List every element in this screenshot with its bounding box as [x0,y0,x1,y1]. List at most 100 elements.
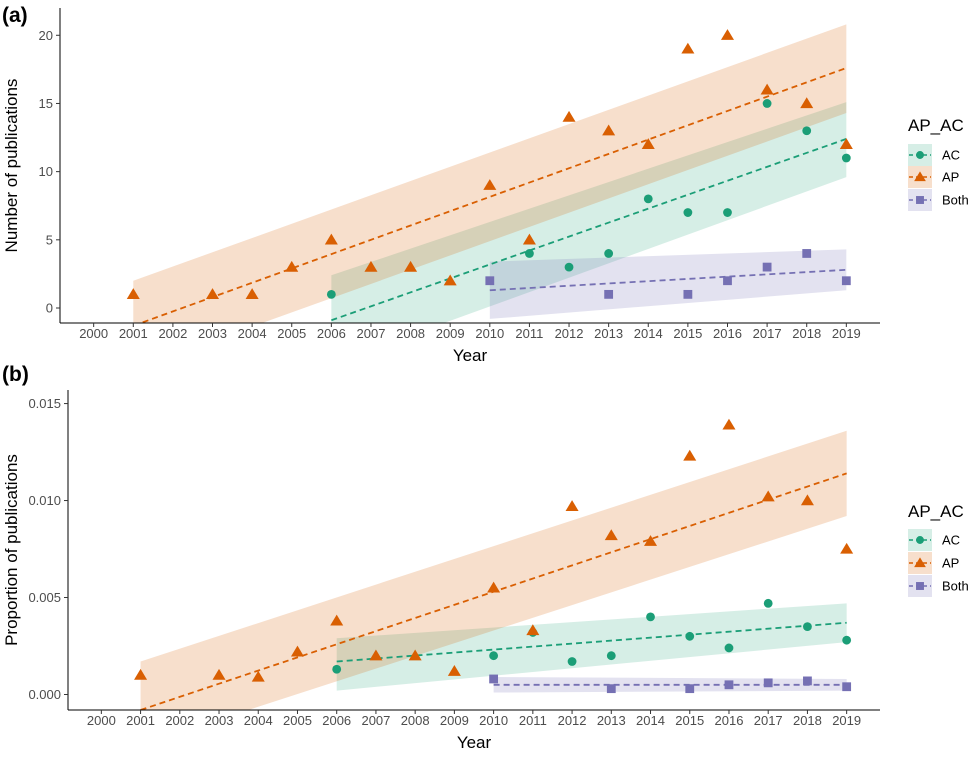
confidence-band-ac [336,603,847,691]
data-point-ap [212,668,226,680]
x-tick-label: 2006 [322,713,351,728]
data-point-ac [604,249,614,258]
x-tick-label: 2016 [715,713,744,728]
y-tick-label: 5 [46,232,53,247]
data-point-ap [722,418,736,430]
trend-line-ap [138,67,847,323]
data-point-ac [564,262,574,272]
data-point-ap [800,494,814,506]
legend-key-marker [916,196,924,204]
y-tick-label: 0 [46,301,53,316]
legend-key-marker [914,557,926,568]
y-tick-label: 15 [39,96,53,111]
confidence-band-both [489,249,847,319]
panel-label: (a) [2,4,28,27]
data-point-ap [644,535,658,546]
data-point-ap [604,529,618,541]
x-tick-label: 2019 [832,326,861,341]
y-axis-title: Proportion of publications [2,454,21,646]
data-point-both [763,678,773,688]
data-point-ap [404,260,418,272]
x-tick-label: 2010 [475,326,504,341]
x-axis-title: Year [457,733,492,752]
panel-b: (b) 2000 2001 2002 2003 2004 2005 2006 2007 2008 2… [2,363,969,752]
x-tick-label: 2003 [205,713,234,728]
x-tick-label: 2009 [436,326,465,341]
y-tick-label: 20 [39,28,53,43]
data-point-ap [126,288,140,300]
legend: AP_AC AC AP Both [908,502,969,597]
data-point-both [762,262,772,272]
data-point-ac [762,99,772,108]
data-point-ap [285,260,299,272]
data-point-ap [245,288,259,300]
data-point-ap [483,179,497,190]
panel-label: (b) [2,363,29,386]
y-tick-label: 0.000 [28,687,61,702]
data-point-ac [685,631,695,641]
data-point-ac [842,635,852,645]
data-point-ap [487,581,501,593]
data-point-both [485,276,495,286]
x-axis-title: Year [453,346,488,365]
data-point-both [604,289,614,299]
x-tick-label: 2009 [440,713,469,728]
x-tick-label: 2013 [597,713,626,728]
x-tick-label: 2000 [87,713,116,728]
x-tick-label: 2012 [555,326,584,341]
x-tick-label: 2000 [79,326,108,341]
data-point-ac [723,208,732,217]
x-tick-label: 2011 [519,713,547,728]
x-tick-label: 2008 [401,713,430,728]
data-point-ac [841,153,851,163]
x-tick-label: 2001 [119,326,148,341]
x-tick-label: 2015 [673,326,702,341]
data-point-both [802,249,812,258]
x-tick-label: 2006 [317,326,346,341]
data-point-both [685,684,695,694]
data-point-ac [802,126,812,136]
plot-area [126,24,853,323]
x-tick-label: 2010 [479,713,508,728]
x-tick-label: 2017 [753,326,782,341]
legend-title: AP_AC [908,502,964,521]
data-point-ap [839,138,853,150]
data-point-ac [643,194,653,204]
x-tick-label: 2008 [396,326,425,341]
plot-area [134,418,854,710]
x-tick-label: 2005 [283,713,312,728]
x-tick-label: 2013 [594,326,623,341]
data-point-both [723,276,732,286]
data-point-ap [251,670,265,682]
data-point-ap [526,624,540,636]
legend-item-label: AC [942,148,960,163]
data-point-ap [134,668,148,680]
legend-item-label: AP [942,556,959,571]
data-point-both [606,684,616,694]
data-point-ap [369,649,383,661]
data-point-ac [332,664,342,674]
data-point-ac [803,622,812,632]
x-tick-label: 2016 [713,326,742,341]
x-tick-label: 2002 [158,326,187,341]
data-point-ap [522,233,536,245]
legend-item-label: Both [942,193,969,208]
data-point-ap [565,500,579,512]
legend: AP_AC AC AP Both [908,116,969,211]
y-tick-label: 0.015 [28,396,61,411]
data-point-ac [326,289,336,299]
x-tick-label: 2004 [238,326,267,341]
x-tick-label: 2011 [515,326,543,341]
data-point-ap [408,649,422,661]
data-point-ap [324,233,338,245]
data-point-ap [683,449,697,461]
data-point-ap [840,542,854,554]
data-point-ap [447,665,461,676]
confidence-band-ap [133,24,847,323]
data-point-ap [364,260,378,272]
confidence-band-ac [331,102,847,323]
legend-key-marker [916,536,924,544]
x-tick-label: 2004 [244,713,273,728]
